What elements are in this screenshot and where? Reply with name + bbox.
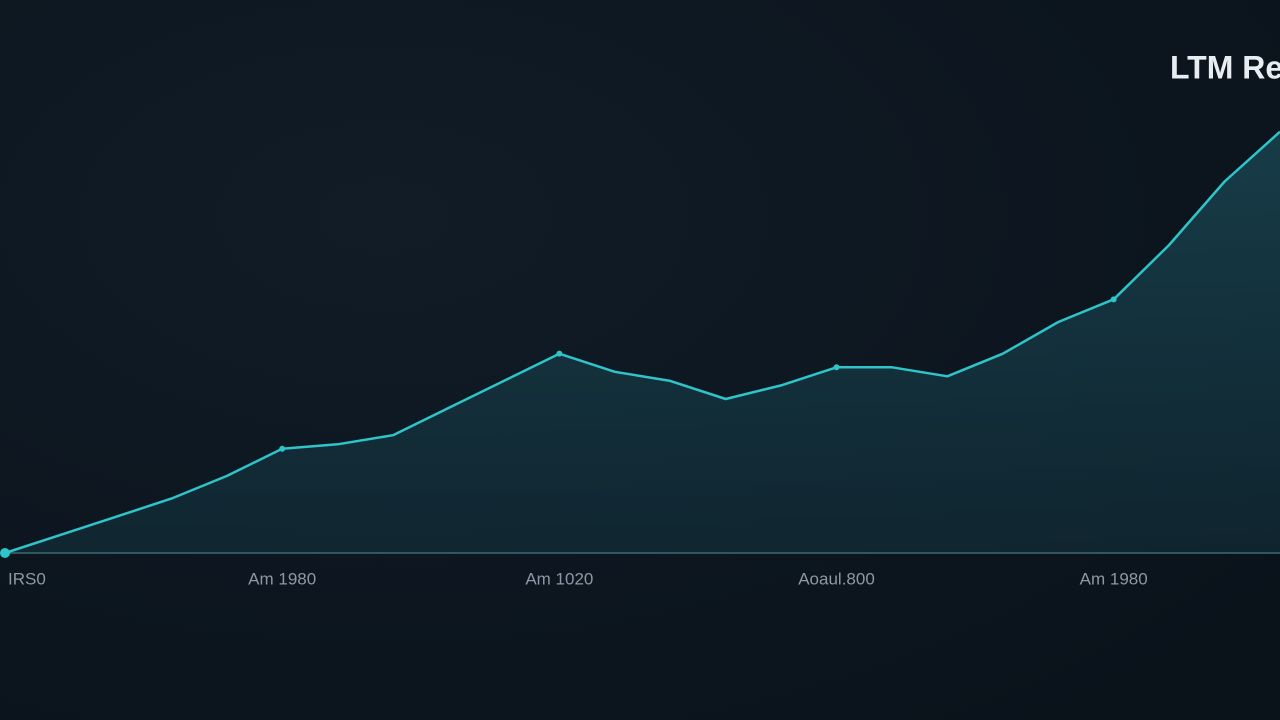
x-tick-label: Am 1980 — [1080, 569, 1148, 588]
point — [0, 548, 10, 558]
point — [1110, 296, 1117, 303]
line — [4, 130, 1280, 555]
x-tick-label: Am 1020 — [525, 569, 593, 588]
x-tick-label: IRS0 — [8, 569, 46, 588]
area — [5, 131, 1280, 553]
point — [833, 364, 840, 371]
x-tick-label: Am 1980 — [248, 569, 316, 588]
point — [279, 445, 286, 452]
point — [556, 350, 563, 357]
x-tick-label: Aoaul.800 — [798, 569, 875, 588]
chart-title: LTM Re — [1170, 49, 1280, 85]
